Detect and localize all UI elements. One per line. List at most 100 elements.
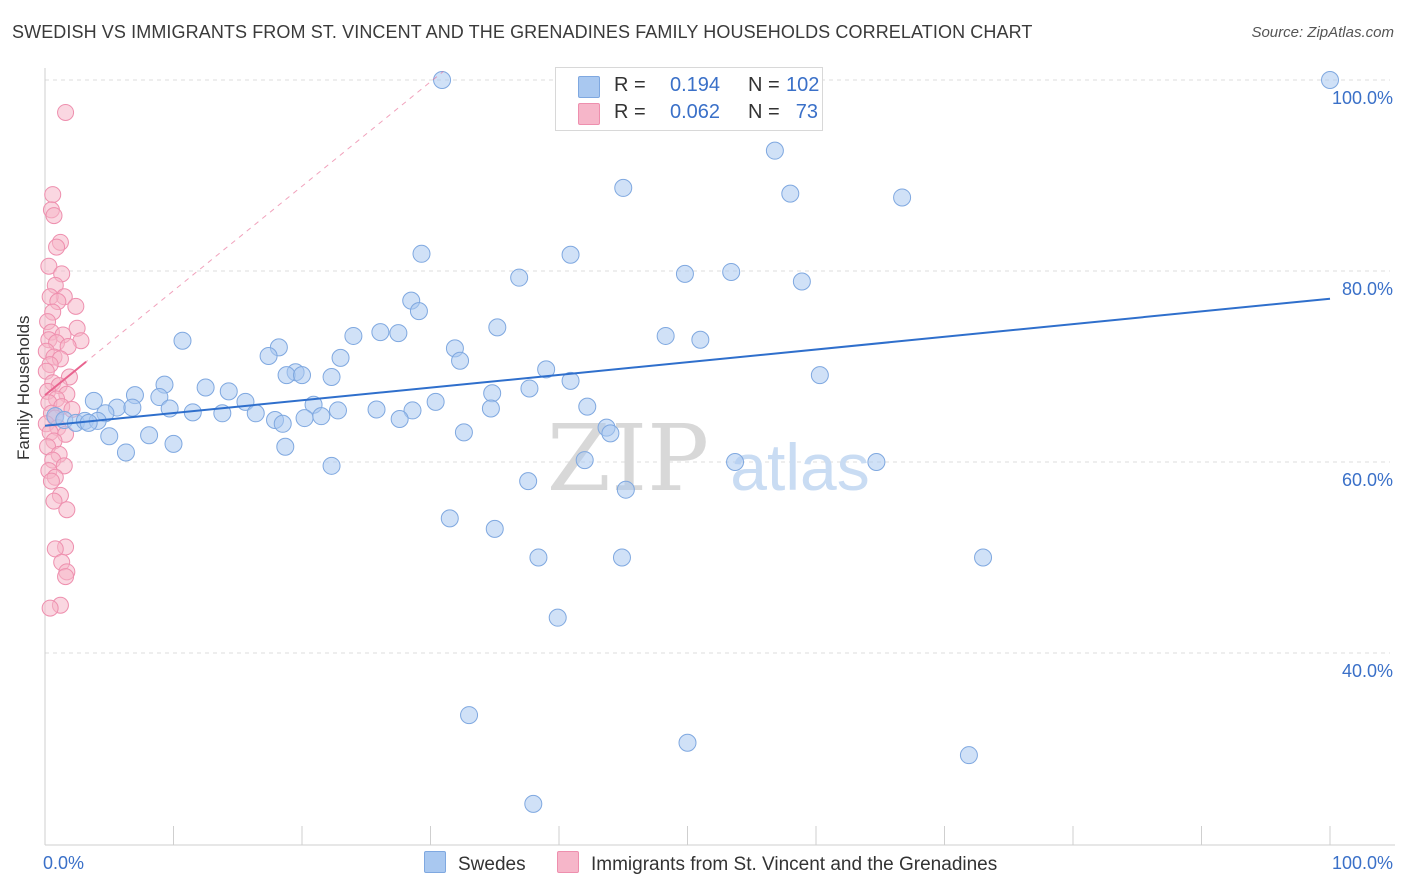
data-point-swedes	[454, 423, 473, 442]
data-point-swedes	[140, 426, 159, 445]
y-axis-label: Family Households	[14, 315, 33, 460]
data-point-swedes	[273, 414, 292, 433]
y-tick-label: 60.0%	[1342, 470, 1393, 490]
data-point-swedes	[612, 548, 631, 567]
trend-line-immigrants-extension	[44, 70, 444, 396]
tick-labels: 40.0% 60.0% 80.0% 100.0% 0.0% 100.0%	[43, 88, 1393, 873]
n-label: N =	[748, 74, 780, 96]
data-point-swedes	[116, 443, 135, 462]
data-point-swedes	[483, 384, 502, 403]
data-point-swedes	[614, 178, 633, 197]
n-value: 73	[795, 101, 818, 123]
data-point-swedes	[150, 388, 169, 407]
data-point-swedes	[519, 472, 538, 491]
data-point-swedes	[520, 379, 539, 398]
data-point-swedes	[959, 746, 978, 765]
data-point-immigrants	[45, 207, 63, 225]
data-point-swedes	[344, 326, 363, 345]
y-tick-label: 100.0%	[1332, 88, 1393, 108]
data-point-swedes	[722, 262, 741, 281]
data-point-swedes	[433, 71, 452, 89]
data-point-swedes	[389, 324, 408, 343]
data-point-swedes	[403, 401, 422, 420]
data-point-swedes	[328, 401, 347, 420]
data-point-swedes	[164, 434, 183, 453]
immigrants-legend-swatch	[557, 851, 579, 873]
legend-item-immigrants: Immigrants from St. Vincent and the Gren…	[557, 851, 997, 877]
source-credit: Source: ZipAtlas.com	[1251, 24, 1394, 41]
data-point-swedes	[810, 366, 829, 385]
data-point-swedes	[84, 391, 103, 410]
data-point-swedes	[616, 480, 635, 499]
data-point-swedes	[656, 326, 675, 345]
data-point-immigrants	[40, 257, 58, 275]
data-point-swedes	[510, 268, 529, 287]
data-point-swedes	[100, 427, 119, 446]
data-point-swedes	[322, 456, 341, 475]
data-point-swedes	[196, 378, 215, 397]
n-value: 102	[786, 74, 820, 96]
data-point-swedes	[974, 548, 993, 567]
data-point-swedes	[460, 706, 479, 725]
data-point-swedes	[409, 302, 428, 321]
data-point-swedes	[601, 424, 620, 443]
data-point-swedes	[246, 404, 265, 423]
data-point-immigrants	[67, 297, 85, 315]
data-point-swedes	[451, 351, 470, 370]
n-label: N =	[748, 101, 780, 123]
immigrants-swatch	[578, 103, 600, 125]
data-point-swedes	[575, 451, 594, 470]
chart-title: SWEDISH VS IMMIGRANTS FROM ST. VINCENT A…	[12, 22, 1033, 42]
data-point-immigrants	[45, 492, 63, 510]
legend-item-swedes: Swedes	[424, 851, 526, 877]
data-point-swedes	[322, 368, 341, 387]
y-tick-label: 40.0%	[1342, 661, 1393, 681]
data-point-swedes	[173, 331, 192, 350]
r-value: 0.062	[670, 101, 721, 123]
data-point-immigrants	[44, 186, 62, 204]
data-point-immigrants	[42, 472, 60, 490]
data-point-swedes	[524, 794, 543, 813]
swedes-legend-label: Swedes	[458, 854, 526, 875]
data-point-swedes	[277, 366, 296, 385]
data-point-immigrants	[57, 568, 75, 586]
data-point-swedes	[561, 371, 580, 390]
data-point-swedes	[537, 360, 556, 379]
data-point-swedes	[781, 184, 800, 203]
data-point-swedes	[371, 323, 390, 342]
watermark-atlas: atlas	[730, 430, 869, 504]
data-point-swedes	[678, 733, 697, 752]
data-point-swedes	[295, 409, 314, 428]
x-tick-label: 100.0%	[1332, 853, 1393, 873]
data-point-immigrants	[41, 599, 59, 617]
trend-lines	[44, 70, 1331, 427]
data-point-swedes	[312, 407, 331, 426]
trend-line-swedes	[44, 297, 1331, 427]
data-point-swedes	[219, 382, 238, 401]
r-label: R =	[614, 101, 646, 123]
data-point-swedes	[390, 410, 409, 429]
data-point-swedes	[529, 548, 548, 567]
grid-lines	[45, 79, 1390, 654]
correlation-legend: R = 0.194 N = 102 R = 0.062 N = 73	[555, 67, 823, 131]
data-point-swedes	[548, 608, 567, 627]
axes	[44, 68, 1395, 846]
x-tick-label: 0.0%	[43, 853, 84, 873]
swedes-swatch	[578, 76, 600, 98]
series-pink-points	[37, 103, 90, 617]
immigrants-legend-label: Immigrants from St. Vincent and the Gren…	[591, 854, 998, 875]
data-point-swedes	[726, 453, 745, 471]
data-point-swedes	[485, 519, 504, 538]
data-point-swedes	[893, 188, 912, 207]
trend-line-immigrants	[44, 360, 87, 396]
data-point-swedes	[561, 245, 580, 264]
data-point-immigrants	[55, 457, 73, 475]
data-point-swedes	[765, 141, 784, 160]
data-point-swedes	[488, 318, 507, 337]
data-point-swedes	[440, 509, 459, 528]
data-point-swedes	[412, 244, 431, 263]
data-point-swedes	[578, 397, 597, 416]
data-point-swedes	[426, 392, 445, 411]
data-point-swedes	[792, 272, 811, 291]
